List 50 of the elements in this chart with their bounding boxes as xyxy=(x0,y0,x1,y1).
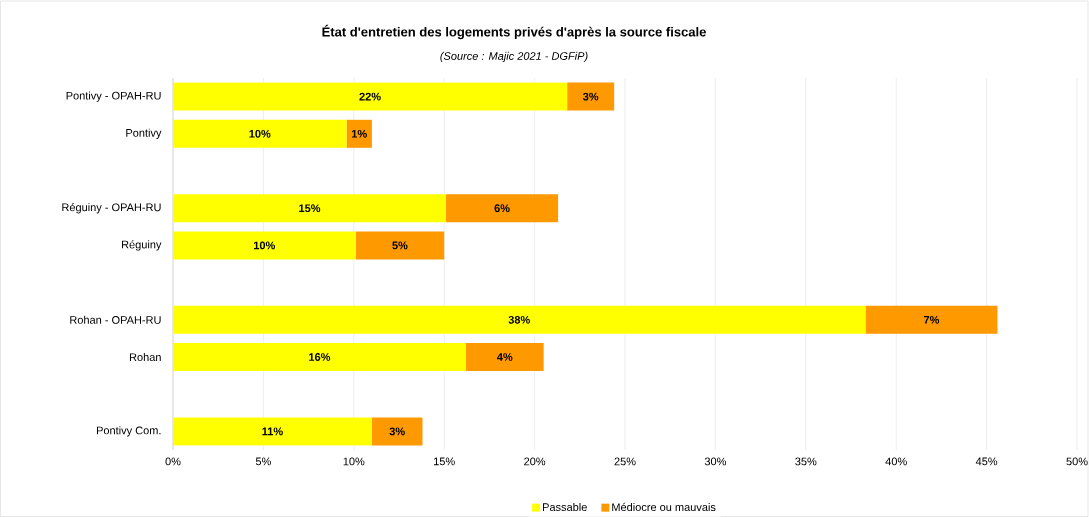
data-label: 10% xyxy=(249,129,271,138)
x-tick-label: 10% xyxy=(343,457,365,466)
data-label: 4% xyxy=(497,353,513,361)
data-label: 7% xyxy=(923,315,940,324)
chart-title: État d'entretien des logements privés d'après la source fiscale xyxy=(322,24,706,40)
bar xyxy=(371,417,423,446)
x-tick-label: 20% xyxy=(524,457,546,466)
data-label: 38% xyxy=(508,315,530,324)
bar xyxy=(346,119,372,148)
x-tick-label: 25% xyxy=(614,457,636,466)
x-tick-label: 40% xyxy=(885,457,907,466)
x-tick-label: 5% xyxy=(255,457,271,466)
bar xyxy=(567,82,615,111)
legend-label: Passable xyxy=(543,502,587,512)
data-label: 3% xyxy=(389,427,405,436)
data-label: 5% xyxy=(392,241,408,250)
legend-label: Médiocre ou mauvais xyxy=(612,502,716,512)
data-label: 16% xyxy=(309,353,331,361)
data-label: 6% xyxy=(494,204,510,213)
x-tick-label: 50% xyxy=(1066,457,1088,466)
bar xyxy=(173,343,466,372)
y-tick-label: Rohan xyxy=(129,352,161,362)
data-label: 15% xyxy=(299,204,321,213)
bar xyxy=(173,305,866,334)
bar xyxy=(173,82,568,111)
bar xyxy=(173,194,447,223)
y-tick-label: Rohan - OPAH-RU xyxy=(70,315,161,324)
bar xyxy=(173,231,356,260)
data-label: 22% xyxy=(359,92,381,101)
data-label: 1% xyxy=(351,129,367,138)
x-tick-label: 0% xyxy=(165,457,181,466)
y-tick-label: Pontivy - OPAH-RU xyxy=(66,91,161,102)
y-tick-label: Pontivy xyxy=(126,128,162,139)
data-label: 10% xyxy=(253,241,276,250)
data-label: 11% xyxy=(262,427,283,436)
bar xyxy=(173,417,372,446)
bar xyxy=(865,305,998,334)
bar xyxy=(173,119,347,148)
bar xyxy=(355,231,445,260)
bar xyxy=(446,194,559,223)
x-tick-label: 45% xyxy=(975,457,998,466)
chart-subtitle: (Source : Majic 2021 - DGFiP) xyxy=(440,51,588,63)
bar xyxy=(465,343,544,372)
y-tick-label: Réguiny - OPAH-RU xyxy=(62,203,161,214)
data-label: 3% xyxy=(582,92,599,101)
x-tick-label: 35% xyxy=(795,457,817,466)
x-tick-label: 15% xyxy=(434,457,455,466)
y-tick-label: Pontivy Com. xyxy=(96,426,161,437)
x-tick-label: 30% xyxy=(704,457,727,466)
y-tick-label: Réguiny xyxy=(122,240,162,251)
